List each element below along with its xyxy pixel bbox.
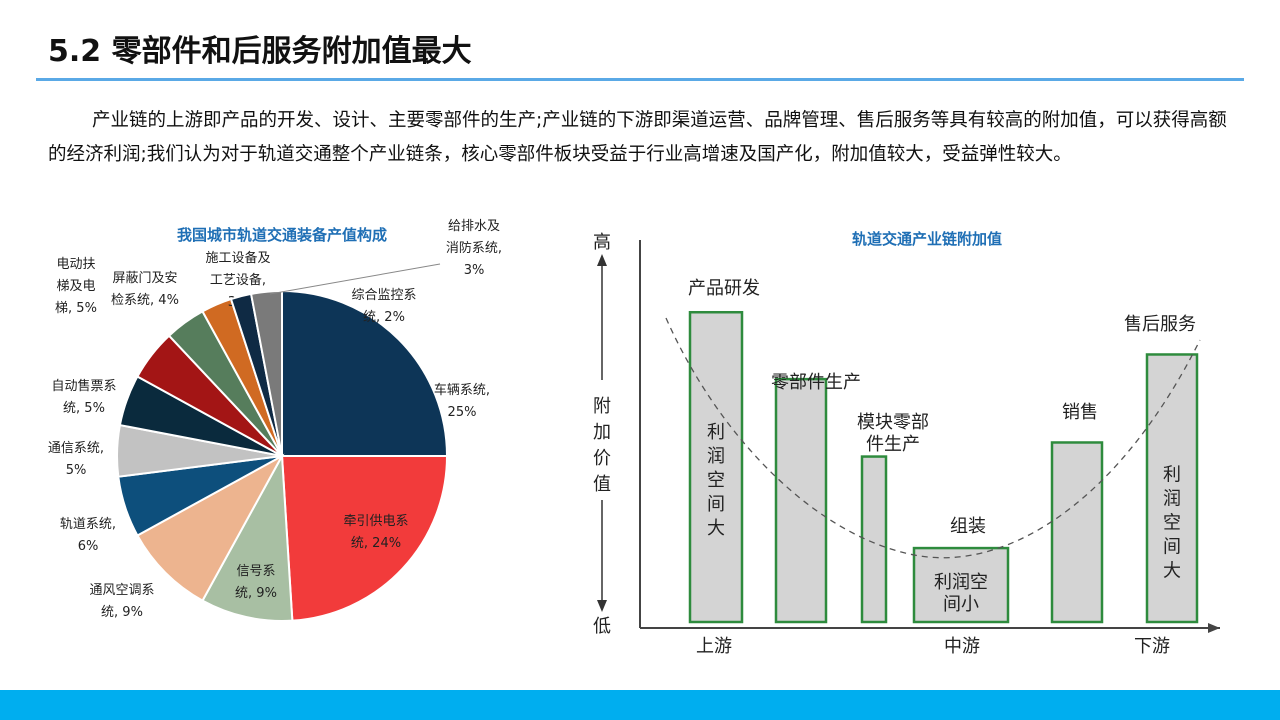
y-arrow-up: [597, 254, 607, 266]
bar-inner-text: 间: [707, 494, 725, 515]
intro-paragraph: 产业链的上游即产品的开发、设计、主要零部件的生产;产业链的下游即渠道运营、品牌管…: [48, 104, 1238, 172]
bar-inner-text: 空: [1163, 512, 1181, 533]
pie-slice: [281, 289, 449, 457]
value-bar: [1050, 441, 1104, 624]
bar-label: 组装: [950, 516, 986, 537]
value-bar: [774, 377, 828, 624]
pie-label: 3%: [464, 263, 485, 278]
pie-label: 轨道系统,: [60, 517, 116, 532]
pie-label: 给排水及: [448, 219, 500, 234]
pie-label: 6%: [78, 539, 99, 554]
pie-label: 屏蔽门及安: [112, 271, 177, 286]
pie-label: 车辆系统,: [434, 382, 490, 398]
bar-label: 销售: [1062, 402, 1098, 423]
y-label-char: 加: [593, 422, 611, 443]
bottom-bar: [0, 690, 1280, 720]
x-axis-arrow: [1208, 623, 1220, 633]
page-title: 5.2 零部件和后服务附加值最大: [48, 34, 472, 69]
pie-label: 消防系统,: [446, 240, 502, 256]
bar-inner-text: 间: [1163, 536, 1181, 557]
value-curve: [665, 317, 1201, 559]
value-bar: [1145, 353, 1199, 624]
intro-text: 产业链的上游即产品的开发、设计、主要零部件的生产;产业链的下游即渠道运营、品牌管…: [48, 110, 1227, 165]
value-bar: [860, 455, 888, 624]
y-label-high: 高: [593, 232, 611, 253]
bar-inner-text: 利润空: [934, 572, 988, 593]
pie-label: 梯及电: [56, 279, 95, 294]
pie-label: 电动扶: [56, 257, 95, 272]
pie-slice: [249, 289, 283, 457]
title-rule: [36, 78, 1244, 81]
bar-inner-text: 润: [1163, 488, 1181, 509]
bar-inner-text: 间小: [943, 594, 979, 615]
bar-label: 售后服务: [1124, 314, 1196, 335]
value-bar: [688, 310, 744, 624]
pie-label: 统, 24%: [351, 536, 401, 551]
pie-slice: [136, 453, 285, 602]
bar-label: 模块零部: [857, 412, 929, 433]
pie-label: 通信系统,: [48, 441, 104, 456]
pie-leader-line: [269, 263, 441, 295]
pie-label: 信号系: [236, 564, 275, 579]
pie-label: 检系统, 4%: [111, 293, 179, 308]
pie-label: 自动售票系: [51, 378, 116, 394]
pie-label: 统, 9%: [101, 605, 143, 620]
pie-slice: [280, 455, 449, 622]
x-label: 下游: [1134, 636, 1170, 657]
bar-inner-text: 大: [1163, 560, 1181, 581]
y-arrow-down: [597, 600, 607, 612]
value-chain-title: 轨道交通产业链附加值: [852, 230, 1002, 248]
pie-label: 施工设备及: [205, 250, 270, 266]
y-label-char: 值: [593, 474, 611, 495]
bar-label: 零部件生产: [771, 372, 861, 393]
bar-label: 产品研发: [688, 278, 760, 299]
x-label: 中游: [944, 636, 980, 657]
pie-label: 牵引供电系: [343, 514, 408, 529]
value-chain-chart: 轨道交通产业链附加值高附加价值低产品研发利润空间大零部件生产模块零部件生产组装利…: [593, 230, 1220, 657]
pie-label: 统, 9%: [235, 586, 277, 601]
pie-label: 统, 5%: [63, 401, 105, 416]
pie-label: 综合监控系: [351, 288, 416, 303]
bar-inner-text: 利: [1163, 464, 1181, 485]
x-label: 上游: [696, 636, 732, 657]
y-label-low: 低: [593, 616, 611, 637]
pie-label: 5%: [66, 463, 87, 478]
y-label-char: 附: [593, 396, 611, 417]
pie-label: 25%: [448, 405, 477, 420]
y-label-char: 价: [593, 448, 611, 469]
pie-label: 工艺设备,: [210, 272, 266, 288]
pie-label: 梯, 5%: [55, 301, 97, 316]
bar-inner-text: 利: [707, 422, 725, 443]
pie-label: 通风空调系: [89, 583, 154, 598]
pie-label: 统, 2%: [363, 310, 405, 325]
pie-title: 我国城市轨道交通装备产值构成: [177, 226, 387, 244]
value-bar: [912, 546, 1010, 624]
pie-slice: [201, 452, 294, 622]
bar-inner-text: 空: [707, 470, 725, 491]
bar-inner-text: 大: [707, 518, 725, 539]
bar-inner-text: 润: [707, 446, 725, 467]
bar-label: 件生产: [866, 434, 920, 455]
